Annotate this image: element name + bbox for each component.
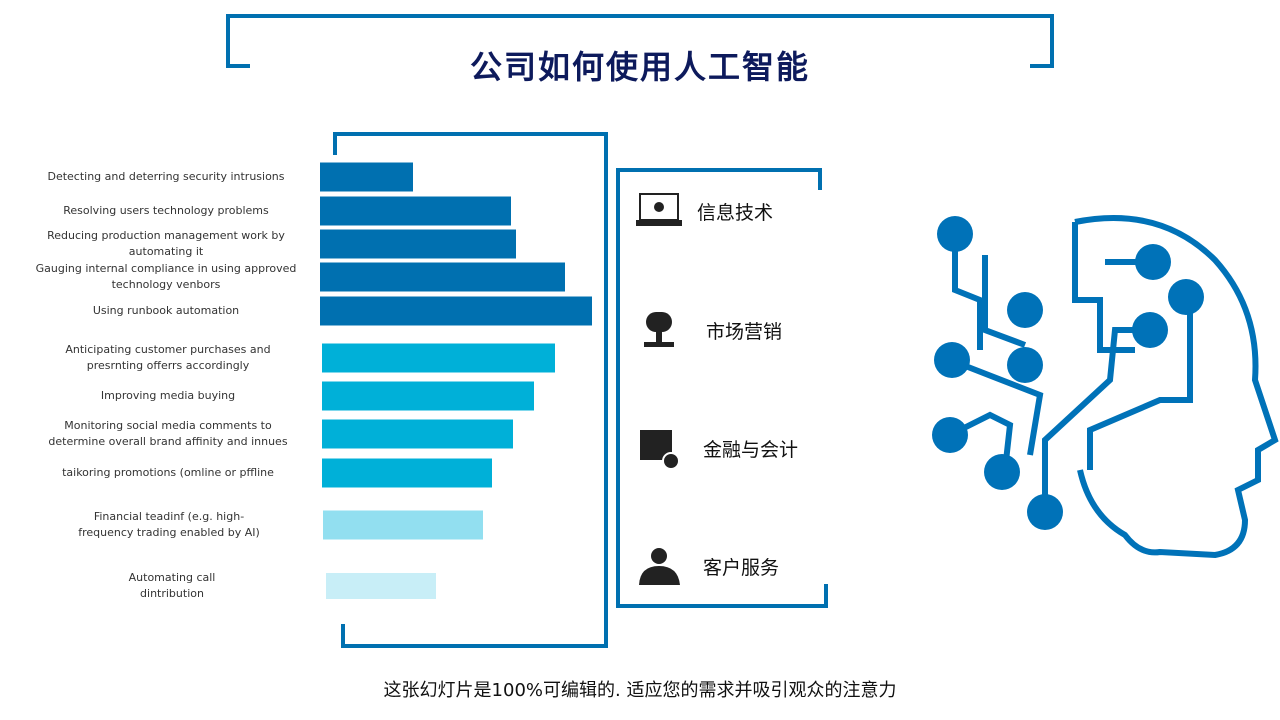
category-label: Anticipating customer purchases and pres… <box>65 343 271 372</box>
bar <box>320 262 565 292</box>
bar <box>322 343 555 373</box>
ai-head-nodes <box>932 216 1204 530</box>
department-label: 信息技术 <box>697 202 774 224</box>
bar <box>320 296 592 326</box>
ai-head-icon <box>948 214 1279 559</box>
department-label: 金融与会计 <box>703 439 799 461</box>
category-label: Financial teadinf (e.g. high- frequency … <box>78 510 260 539</box>
category-label: Improving media buying <box>100 389 236 402</box>
category-label: Detecting and deterring security intrusi… <box>47 170 285 183</box>
title: 公司如何使用人工智能 <box>469 48 810 86</box>
frames <box>226 14 1054 648</box>
category-label: Automating call dintribution <box>128 571 216 600</box>
category-label: Monitoring social media comments to dete… <box>48 419 288 448</box>
department-label: 客户服务 <box>703 557 780 579</box>
bar <box>320 196 511 226</box>
bar <box>322 381 534 411</box>
bar <box>323 510 483 540</box>
bar <box>320 229 516 259</box>
category-label: Using runbook automation <box>92 304 240 317</box>
bar <box>322 458 492 488</box>
category-label: taikoring promotions (omline or pffline <box>62 466 274 479</box>
icons <box>636 193 682 585</box>
category-label: Reducing production management work by a… <box>47 229 285 258</box>
bar <box>320 162 413 192</box>
bar <box>322 419 513 449</box>
footer: 这张幻灯片是100%可编辑的. 适应您的需求并吸引观众的注意力 <box>383 680 897 701</box>
category-label: Gauging internal compliance in using app… <box>35 262 297 291</box>
department-label: 市场营销 <box>706 321 783 343</box>
bar <box>326 573 436 599</box>
category-label: Resolving users technology problems <box>63 204 269 217</box>
